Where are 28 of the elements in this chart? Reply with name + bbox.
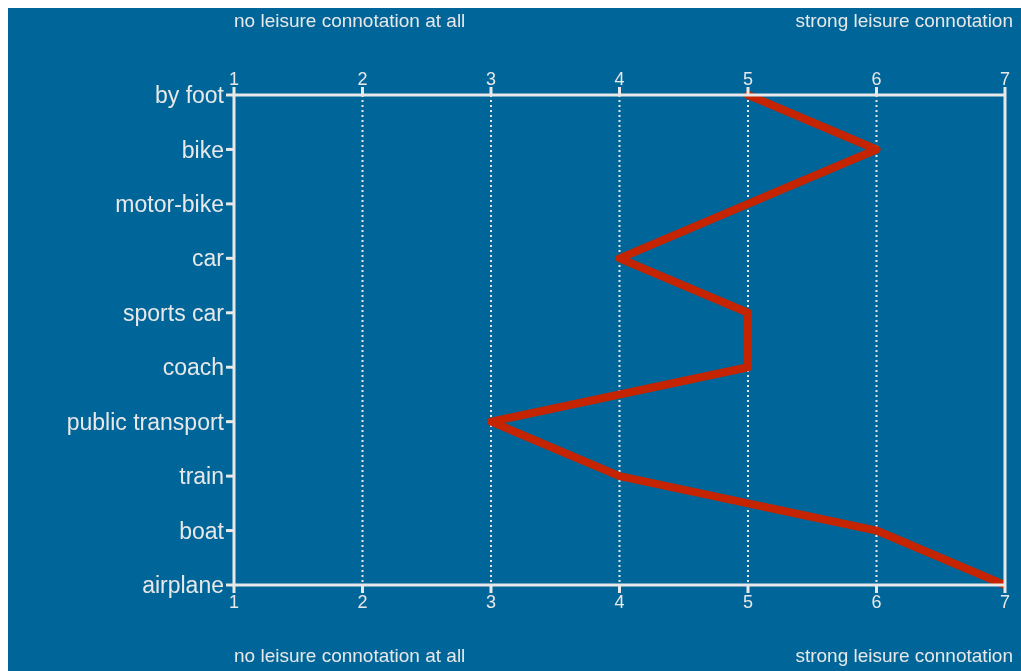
x-tick-label: 3 (485, 591, 497, 612)
y-tick-label: coach (162, 354, 224, 381)
x2-tick-label: 1 (228, 69, 240, 89)
x2-tick-label: 6 (871, 69, 882, 89)
text: strong leisure connotation (795, 645, 1013, 667)
x-tick-label: 6 (871, 591, 882, 612)
y-tick-label: public transport (66, 408, 225, 435)
text: no leisure connotation at all (234, 10, 466, 32)
y-tick-label: bike (181, 136, 224, 163)
x2-tick-label: 3 (485, 69, 497, 89)
x-tick-label: 7 (999, 591, 1011, 612)
x-tick-label: 1 (228, 591, 240, 612)
y-tick-label: boat (179, 517, 225, 544)
y-tick-label: motor-bike (115, 191, 224, 218)
x2-tick-label: 5 (742, 69, 754, 89)
y-tick-label: airplane (142, 572, 224, 599)
text: strong leisure connotation (795, 10, 1013, 32)
y-tick-label: car (192, 245, 225, 272)
y-tick-label: train (179, 463, 224, 490)
x2-tick-label: 4 (614, 69, 625, 89)
x-tick-label: 4 (614, 591, 625, 612)
y-tick-label: by foot (154, 82, 225, 109)
x2-tick-label: 7 (999, 69, 1011, 89)
x2-tick-label: 2 (357, 69, 368, 89)
x-tick-label: 2 (357, 591, 368, 612)
x-tick-label: 5 (742, 591, 754, 612)
text: no leisure connotation at all (234, 645, 466, 667)
y-tick-label: sports car (123, 299, 225, 326)
